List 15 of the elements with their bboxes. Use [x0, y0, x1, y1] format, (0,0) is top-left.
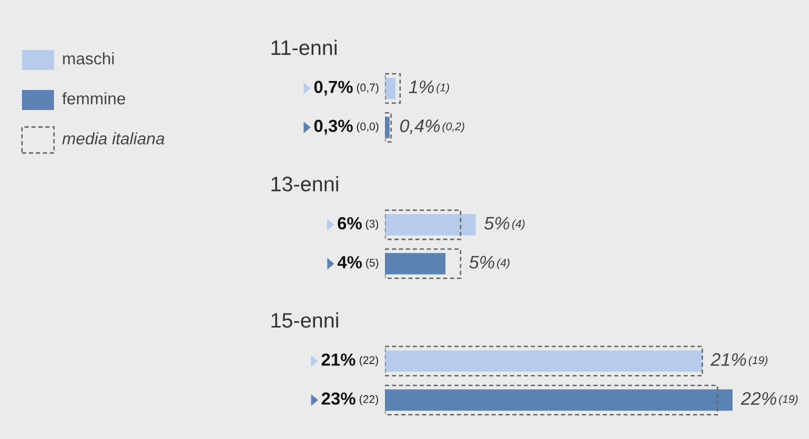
data-label: 0,7% (0,7)	[314, 80, 378, 96]
y-tick-label: 15-enni	[272, 312, 338, 328]
legend-label: media italiana	[62, 132, 164, 144]
data-label: 0,3% (0,0)	[314, 120, 378, 135]
data-label: 5%(4)	[469, 256, 510, 269]
y-tick-label: 13-enni	[272, 176, 338, 192]
data-label: 4% (5)	[338, 256, 378, 269]
data-label: 23% (22)	[322, 392, 378, 406]
data-label: 0,4%(0,2)	[400, 119, 464, 134]
data-label: 6% (3)	[338, 217, 378, 230]
legend-label: maschi	[63, 52, 114, 64]
y-tick-label: 11-enni	[272, 40, 337, 56]
legend-label: femmine	[62, 92, 126, 104]
data-label: 5%(4)	[484, 216, 525, 230]
data-label: 21% (22)	[322, 353, 378, 366]
